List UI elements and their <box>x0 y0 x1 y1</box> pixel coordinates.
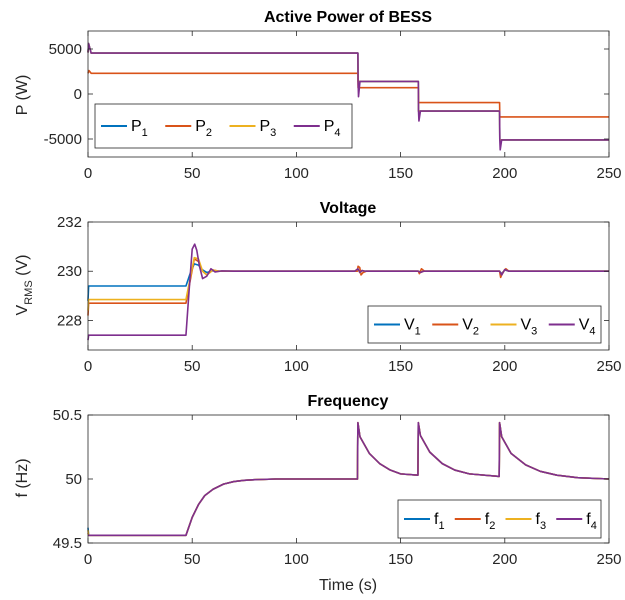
panel-active-power: Active Power of BESS P (W) 0 50 100 150 200 2… <box>14 9 622 182</box>
plot-area-frequency: 0 50 100 150 200 250 49.5 50 50.5 f1 f2 f3 f4 <box>53 407 622 568</box>
chart-title-active-power: Active Power of BESS <box>264 9 432 26</box>
y-tick-label-active-power: 0 <box>74 86 82 103</box>
x-tick-label-voltage: 50 <box>184 358 201 375</box>
legend-label-frequency-f3: f3 <box>536 511 547 532</box>
legend-label-frequency-f2: f2 <box>485 511 496 532</box>
legend-voltage: V1 V2 V3 V4 <box>367 305 602 344</box>
x-tick-label-voltage: 250 <box>596 358 621 375</box>
plot-area-voltage: 0 50 100 150 200 250 228 230 232 V1 V2 V3 V4 <box>57 214 622 375</box>
legend-label-voltage-v4: V4 <box>579 317 596 338</box>
panel-voltage: Voltage VRMS (V) 0 50 100 150 200 250 228 230 23… <box>14 200 622 375</box>
chart-title-voltage: Voltage <box>320 200 377 217</box>
legend-label-voltage-v1: V1 <box>404 317 421 338</box>
legend-label-voltage-v3: V3 <box>521 317 538 338</box>
legend-label-active-power-p1: P1 <box>131 118 148 139</box>
legend-label-frequency-f1: f1 <box>434 511 445 532</box>
y-tick-label-frequency: 50.5 <box>53 407 82 424</box>
legend-label-voltage-v2: V2 <box>462 317 479 338</box>
x-tick-label-frequency: 50 <box>184 551 201 568</box>
legend-label-active-power-p2: P2 <box>195 118 212 139</box>
x-tick-label-active-power: 0 <box>84 165 92 182</box>
x-tick-label-frequency: 150 <box>388 551 413 568</box>
y-axis-label-voltage-main: V <box>14 304 31 315</box>
y-tick-label-active-power: 5000 <box>49 41 82 58</box>
y-tick-label-active-power: -5000 <box>44 131 82 148</box>
series-line-voltage-v4 <box>87 243 609 341</box>
y-axis-label-voltage: VRMS (V) <box>14 255 35 316</box>
x-tick-label-voltage: 150 <box>388 358 413 375</box>
legend-label-active-power-p3: P3 <box>260 118 277 139</box>
y-tick-label-frequency: 49.5 <box>53 535 82 552</box>
x-tick-label-active-power: 250 <box>596 165 621 182</box>
y-axis-label-voltage-sub: RMS <box>23 280 35 304</box>
y-tick-label-voltage: 232 <box>57 214 82 231</box>
panel-frequency: Frequency f (Hz) Time (s) 0 50 100 150 200 25… <box>14 393 622 594</box>
series-line-active-power-p2 <box>87 69 609 118</box>
y-tick-label-voltage: 230 <box>57 263 82 280</box>
y-axis-label-frequency: f (Hz) <box>14 458 31 497</box>
x-tick-label-active-power: 100 <box>284 165 309 182</box>
y-tick-label-frequency: 50 <box>65 471 82 488</box>
legend-frequency: f1 f2 f3 f4 <box>397 499 602 539</box>
series-line-frequency-f4 <box>87 421 610 537</box>
y-tick-label-voltage: 228 <box>57 312 82 329</box>
y-axis-label-active-power: P (W) <box>14 75 31 116</box>
series-line-active-power-p4 <box>87 42 609 151</box>
chart-title-frequency: Frequency <box>308 393 389 410</box>
x-tick-label-frequency: 0 <box>84 551 92 568</box>
legend-label-frequency-f4: f4 <box>586 511 597 532</box>
legend-label-active-power-p4: P4 <box>324 118 341 139</box>
x-tick-label-frequency: 200 <box>492 551 517 568</box>
y-axis-label-voltage-unit: (V) <box>14 255 31 281</box>
legend-active-power: P1 P2 P3 P4 <box>94 103 353 149</box>
series-line-voltage-v2 <box>87 258 609 316</box>
x-tick-label-frequency: 250 <box>596 551 621 568</box>
x-tick-label-active-power: 150 <box>388 165 413 182</box>
x-tick-label-voltage: 0 <box>84 358 92 375</box>
x-tick-label-active-power: 50 <box>184 165 201 182</box>
x-tick-label-voltage: 100 <box>284 358 309 375</box>
x-tick-label-frequency: 100 <box>284 551 309 568</box>
x-tick-label-voltage: 200 <box>492 358 517 375</box>
x-axis-label-time: Time (s) <box>319 577 377 594</box>
axes-box-voltage <box>87 221 610 351</box>
x-tick-label-active-power: 200 <box>492 165 517 182</box>
